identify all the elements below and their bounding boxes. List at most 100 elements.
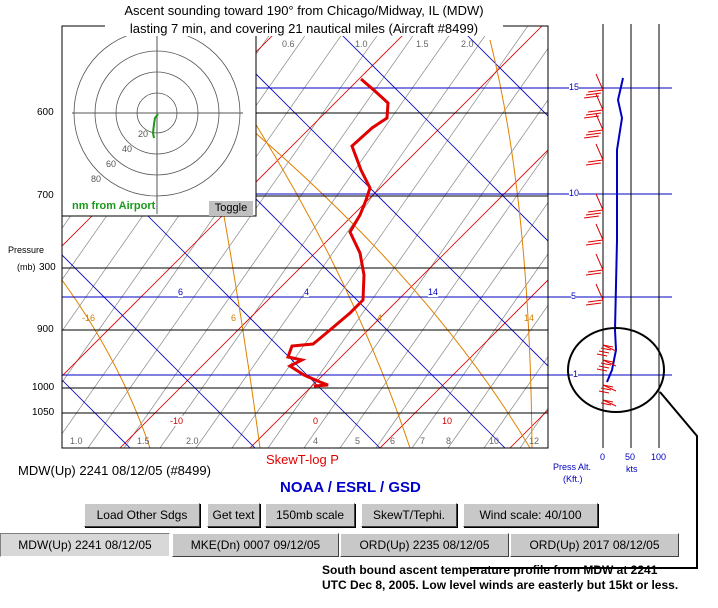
- barb-shaft: [595, 193, 604, 211]
- wind-barb: [598, 384, 617, 394]
- altitude-label: 15: [569, 82, 580, 92]
- tab-ord-up-2235[interactable]: ORD(Up) 2235 08/12/05: [340, 533, 509, 557]
- barb-flag: [602, 384, 614, 388]
- wind-speed-trace: [606, 77, 624, 383]
- callout-line: [470, 391, 698, 569]
- mixing-ratio-label: 1.0: [70, 436, 83, 446]
- speed-unit: kts: [626, 464, 638, 474]
- mixing-ratio-label: 4: [313, 436, 319, 446]
- barb-flag: [587, 159, 604, 163]
- moist-adiabat-label: 4: [377, 313, 383, 323]
- flight-track: [151, 113, 159, 139]
- mixing-ratio-line: [87, 26, 389, 448]
- dry-adiabat-line: [575, 18, 718, 448]
- barb-flag: [600, 362, 612, 366]
- wind-barb: [600, 399, 617, 407]
- barb-flag: [585, 272, 602, 276]
- barb-flag: [596, 368, 608, 372]
- dry-adiabat-line: [324, 26, 548, 448]
- mixing-ratio-line: [556, 20, 718, 448]
- barb-flag: [596, 353, 608, 357]
- barb-flag: [587, 269, 604, 273]
- moist-adiabat-label: 6: [231, 313, 237, 323]
- mixing-ratio-line: [519, 26, 548, 448]
- get-text-button[interactable]: Get text: [207, 503, 260, 527]
- wind-barb: [583, 193, 604, 219]
- wind-barb: [585, 283, 604, 306]
- tab-mdw-up-2241[interactable]: MDW(Up) 2241 08/12/05: [0, 533, 170, 557]
- inset-caption: nm from Airport: [72, 200, 156, 212]
- barb-flag: [598, 365, 610, 369]
- wind-scale-button[interactable]: Wind scale: 40/100: [463, 503, 598, 527]
- y-axis-unit: (mb): [17, 262, 36, 272]
- wind-barb: [585, 223, 604, 246]
- barb-shaft: [595, 253, 604, 271]
- adiabat-label: 6: [178, 287, 184, 297]
- skewt-tephi-button[interactable]: SkewT/Tephi.: [361, 503, 457, 527]
- mixing-ratio-line: [483, 26, 548, 448]
- barb-flag: [587, 209, 604, 213]
- wind-barb: [583, 73, 604, 99]
- barb-flag: [600, 347, 612, 351]
- wind-barb: [596, 359, 617, 372]
- isotherm-label: -10: [170, 416, 184, 426]
- speed-tick: 50: [625, 452, 636, 462]
- mixing-ratio-label: 1.0: [355, 39, 368, 49]
- mixing-ratio-label: 1.5: [137, 436, 150, 446]
- barb-flag: [585, 92, 602, 96]
- isotherm-label: 10: [442, 416, 453, 426]
- barb-flag: [583, 135, 600, 139]
- ring-label: 20: [138, 129, 149, 139]
- dry-adiabat-line: [449, 26, 548, 448]
- org-label: NOAA / ESRL / GSD: [280, 479, 421, 496]
- mixing-ratio-line: [339, 26, 548, 448]
- barb-flag: [585, 302, 602, 306]
- isotherm-line: [640, 18, 718, 448]
- mixing-ratio-line: [375, 26, 548, 448]
- altitude-label: 10: [569, 188, 580, 198]
- barb-flag: [602, 399, 614, 403]
- tab-ord-up-2017[interactable]: ORD(Up) 2017 08/12/05: [510, 533, 679, 557]
- chart-title: SkewT-log P: [266, 452, 339, 467]
- load-other-soundings-button[interactable]: Load Other Sdgs: [84, 503, 200, 527]
- title-line-2: lasting 7 min, and covering 21 nautical …: [105, 21, 503, 36]
- moist-adiabat-label: 14: [524, 313, 535, 323]
- isotherm-line: [379, 26, 548, 448]
- adiabat-label: 14: [428, 287, 439, 297]
- barb-flag: [587, 109, 604, 113]
- barb-shaft: [602, 384, 617, 392]
- barb-flag: [602, 359, 614, 363]
- barb-flag: [587, 89, 604, 93]
- annotation-text: South bound ascent temperature profile f…: [322, 563, 679, 592]
- barb-flag: [583, 215, 600, 219]
- barb-shaft: [595, 223, 604, 241]
- mixing-ratio-line: [62, 26, 353, 448]
- moist-adiabat-label: -16: [82, 313, 96, 323]
- mixing-ratio-label: 2.0: [186, 436, 199, 446]
- wind-barb: [596, 344, 617, 357]
- mixing-ratio-line: [159, 26, 461, 448]
- tab-mke-dn-0007[interactable]: MKE(Dn) 0007 09/12/05: [172, 533, 339, 557]
- barb-flag: [587, 239, 604, 243]
- 150mb-scale-button[interactable]: 150mb scale: [265, 503, 355, 527]
- mixing-ratio-label: 7: [420, 436, 426, 446]
- y-tick: 600: [37, 107, 54, 118]
- toggle-button[interactable]: Toggle: [209, 201, 253, 216]
- barb-shaft: [602, 359, 617, 367]
- barb-flag: [587, 129, 604, 133]
- barb-shaft: [595, 113, 604, 131]
- speed-tick: 100: [651, 452, 667, 462]
- callout-ellipse: [567, 327, 665, 413]
- isotherm-line: [62, 26, 421, 448]
- altitude-title: Press Alt.: [553, 462, 592, 472]
- mixing-ratio-line: [628, 20, 718, 448]
- barb-shaft: [595, 93, 604, 111]
- barb-shaft: [595, 143, 604, 161]
- mixing-ratio-line: [267, 26, 548, 448]
- moist-adiabat-line: [489, 39, 533, 448]
- wind-barb: [583, 113, 604, 139]
- y-tick: 300: [39, 262, 56, 273]
- dry-adiabat-line: [62, 26, 256, 448]
